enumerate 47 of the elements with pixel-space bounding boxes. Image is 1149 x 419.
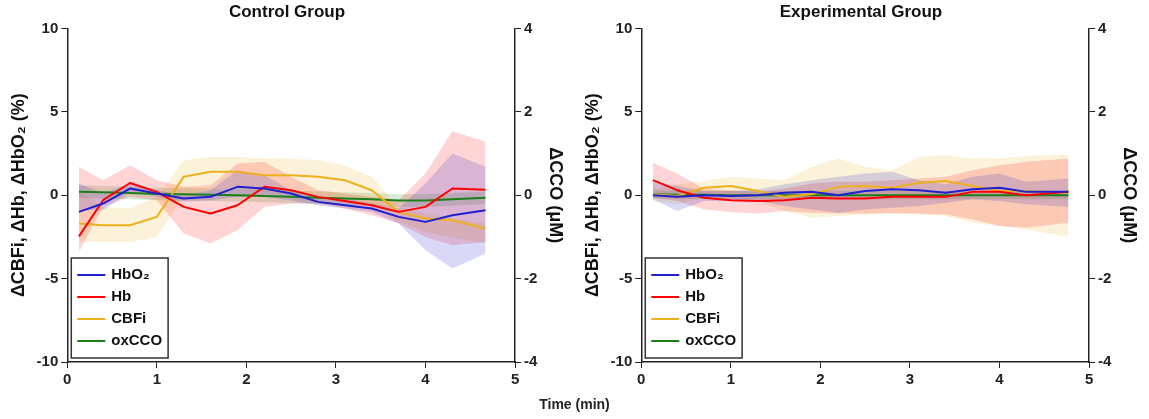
x-tick-label: 2 (816, 370, 825, 388)
y2-tick-label: 4 (1098, 18, 1108, 36)
x-tick-label: 3 (331, 370, 341, 388)
y-tick-label: 10 (41, 18, 59, 36)
legend-label: oxCCO (685, 331, 737, 349)
x-tick-label: 2 (242, 370, 251, 388)
y2-tick-label: 2 (524, 101, 533, 119)
y-tick-label: -10 (36, 352, 59, 370)
y2-tick-label: 2 (1098, 101, 1107, 119)
x-tick-label: 0 (63, 370, 72, 388)
y-axis-title: ΔCBFi, ΔHb, ΔHbO₂ (%) (581, 93, 602, 298)
y-tick-label: -5 (618, 268, 633, 286)
y2-axis-title: ΔCCO (μM) (1120, 147, 1141, 244)
y-tick-label: 5 (623, 101, 633, 119)
y-tick-label: -10 (610, 352, 633, 370)
x-tick-label: 3 (905, 370, 915, 388)
x-tick-label: 1 (726, 370, 736, 388)
chart-title: Control Group (228, 1, 346, 21)
legend-label: HbO₂ (685, 265, 724, 283)
y-tick-label: 10 (615, 18, 633, 36)
legend-label: Hb (111, 287, 132, 305)
y2-tick-label: 0 (524, 185, 533, 203)
x-tick-label: 4 (995, 370, 1005, 388)
legend-label: CBFi (111, 309, 147, 327)
x-tick-label: 4 (421, 370, 431, 388)
legend-label: HbO₂ (111, 265, 150, 283)
y2-tick-label: -2 (524, 268, 538, 286)
legend-label: CBFi (685, 309, 721, 327)
x-axis-title: Time (min) (538, 396, 611, 412)
x-tick-label: 1 (152, 370, 162, 388)
y2-tick-label: -2 (1098, 268, 1112, 286)
x-tick-label: 5 (510, 370, 520, 388)
y-tick-label: 5 (49, 101, 59, 119)
y-tick-label: 0 (49, 185, 59, 203)
chart-title: Experimental Group (779, 1, 943, 21)
y2-axis-title: ΔCCO (μM) (546, 147, 567, 244)
y2-tick-label: -4 (1098, 352, 1113, 370)
legend-label: oxCCO (111, 331, 163, 349)
y2-tick-label: 4 (524, 18, 534, 36)
y2-tick-label: 0 (1098, 185, 1107, 203)
y-axis-title: ΔCBFi, ΔHb, ΔHbO₂ (%) (7, 93, 28, 298)
y-tick-label: 0 (623, 185, 633, 203)
legend-label: Hb (685, 287, 706, 305)
y-tick-label: -5 (44, 268, 59, 286)
x-tick-label: 0 (637, 370, 646, 388)
y2-tick-label: -4 (524, 352, 539, 370)
x-tick-label: 5 (1084, 370, 1094, 388)
